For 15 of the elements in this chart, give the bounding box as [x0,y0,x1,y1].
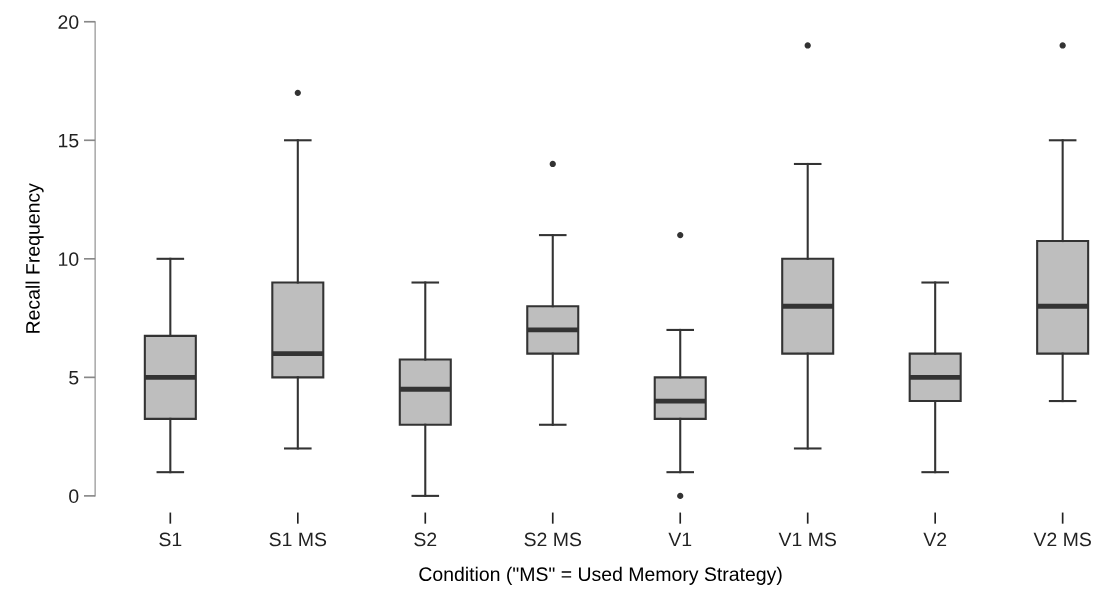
y-tick-label: 10 [59,252,79,267]
y-tick-label: 0 [69,489,79,504]
y-axis-title: Recall Frequency [25,183,44,333]
x-tick-label: S2 [414,532,437,547]
y-tick-label: 20 [58,15,79,29]
x-tick-label: V1 MS [778,532,836,547]
x-tick-label: V2 [923,532,947,547]
y-tick-label: 5 [69,371,79,385]
y-tick-label: 15 [59,133,79,148]
x-axis-title: Condition ("MS" = Used Memory Strategy) [419,566,782,585]
x-tick-label: V2 MS [1033,532,1091,547]
x-tick-label: S2 MS [524,532,582,547]
x-tick-label: S1 MS [269,532,327,547]
x-tick-label: V1 [668,532,692,547]
x-tick-label: S1 [159,532,182,547]
